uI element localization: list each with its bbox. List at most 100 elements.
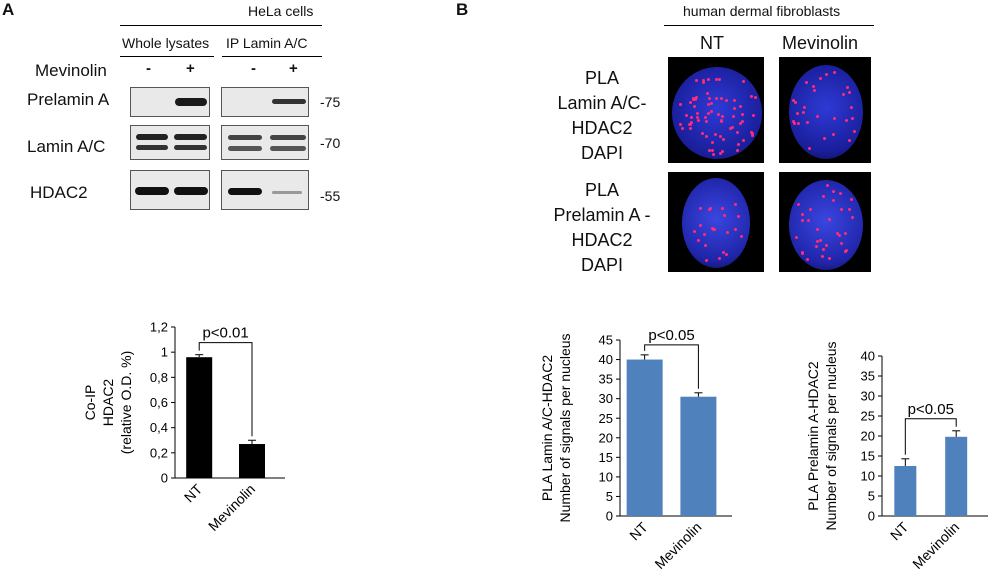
band bbox=[175, 98, 207, 106]
y-axis-label: Number of signals per nucleus bbox=[557, 333, 573, 522]
pla-signal-dot bbox=[679, 103, 683, 107]
pla-signal-dot bbox=[821, 248, 825, 252]
pla-signal-dot bbox=[717, 257, 721, 261]
pla-signal-dot bbox=[832, 116, 836, 120]
pla-signal-dot bbox=[853, 129, 857, 133]
blot-hdac2-whole bbox=[130, 170, 210, 210]
bar bbox=[186, 357, 213, 478]
ip-lamin-underline bbox=[222, 56, 322, 57]
ip-lamin-label: IP Lamin A/C bbox=[226, 35, 308, 51]
co-ip-bar-chart: 0 0,2 0,4 0,6 0,8 1 1,2 Co-IP HDAC2 (relative O.D… bbox=[82, 320, 285, 534]
y-tick-label: 0,8 bbox=[150, 370, 168, 385]
y-tick-label: 10 bbox=[861, 469, 875, 484]
pla-signal-dot bbox=[689, 101, 693, 105]
pla-signal-dot bbox=[803, 106, 807, 110]
blot-prelamin-ip bbox=[221, 87, 309, 117]
pla-signal-dot bbox=[736, 131, 740, 135]
pla-signal-dot bbox=[828, 256, 832, 260]
pla-signal-dot bbox=[841, 92, 845, 96]
pla-signal-dot bbox=[816, 115, 820, 119]
p-value-label: p<0.05 bbox=[648, 327, 694, 344]
pla-signal-dot bbox=[702, 81, 705, 85]
pla-signal-dot bbox=[696, 115, 700, 119]
band bbox=[136, 145, 168, 150]
pla-signal-dot bbox=[805, 257, 809, 261]
pla-prelamin-bar-chart: 0 5 10 15 20 25 30 35 40 PLA Prelamin A-HDAC2 Numb… bbox=[805, 341, 988, 572]
pla-signal-dot bbox=[689, 127, 693, 131]
y-tick-label: 40 bbox=[599, 352, 613, 367]
pla-signal-dot bbox=[738, 105, 742, 109]
y-tick-label: 35 bbox=[599, 372, 613, 387]
cell-line-underline bbox=[120, 25, 322, 26]
pla-signal-dot bbox=[801, 251, 805, 255]
pla-signal-dot bbox=[792, 98, 796, 102]
whole-lysates-underline bbox=[120, 56, 214, 57]
pla-signal-dot bbox=[705, 92, 709, 96]
pla-signal-dot bbox=[712, 228, 716, 231]
pla-signal-dot bbox=[848, 91, 852, 95]
band bbox=[272, 191, 302, 194]
pla-signal-dot bbox=[733, 106, 737, 110]
lane-sign: + bbox=[289, 60, 298, 77]
row-label-lamin: Lamin A/C bbox=[27, 137, 106, 156]
pla-signal-dot bbox=[691, 96, 695, 100]
mw-marker: -70 bbox=[320, 135, 341, 151]
pla-signal-dot bbox=[794, 235, 798, 239]
pla-signal-dot bbox=[708, 97, 712, 101]
y-tick-label: 15 bbox=[861, 449, 875, 464]
pla-signal-dot bbox=[822, 136, 826, 140]
pla-signal-dot bbox=[848, 208, 852, 212]
pla-signal-dot bbox=[689, 115, 693, 119]
pla-signal-dot bbox=[678, 122, 682, 126]
pla-signal-dot bbox=[844, 119, 848, 123]
pla-signal-dot bbox=[704, 119, 708, 123]
nucleus bbox=[789, 65, 863, 159]
pla-signal-dot bbox=[723, 214, 727, 218]
col-mevinolin-label: Mevinolin bbox=[782, 33, 859, 53]
band bbox=[174, 134, 207, 140]
y-tick-label: 45 bbox=[599, 333, 613, 348]
pla-signal-dot bbox=[721, 137, 725, 141]
pla-signal-dot bbox=[722, 250, 725, 254]
pla-signal-dot bbox=[738, 121, 742, 125]
pla-signal-dot bbox=[796, 111, 800, 115]
pla-signal-dot bbox=[844, 231, 848, 235]
cell-type-underline bbox=[664, 25, 874, 26]
pla-signal-dot bbox=[692, 230, 696, 234]
pla-signal-dot bbox=[740, 113, 744, 117]
pla-lamin-bar-chart: 0 5 10 15 20 25 30 35 40 45 PLA Lamin A/C-HDAC2 Num… bbox=[539, 327, 732, 572]
pla-signal-dot bbox=[815, 244, 819, 248]
nucleus bbox=[672, 67, 762, 159]
pla-signal-dot bbox=[709, 102, 713, 106]
pla-signal-dot bbox=[680, 126, 684, 130]
pla-signal-dot bbox=[693, 104, 697, 108]
y-tick-label: 0,4 bbox=[150, 420, 168, 435]
pla-signal-dot bbox=[807, 218, 811, 222]
pla-signal-dot bbox=[704, 259, 708, 263]
cell-type-label: human dermal fibroblasts bbox=[683, 3, 841, 19]
y-axis-label: PLA Lamin A/C-HDAC2 bbox=[539, 355, 555, 501]
pla-signal-dot bbox=[835, 232, 839, 236]
pla-signal-dot bbox=[719, 119, 723, 123]
pla-signal-dot bbox=[751, 113, 755, 117]
pla-signal-dot bbox=[701, 132, 705, 136]
pla-signal-dot bbox=[840, 208, 844, 212]
row1-label-line: DAPI bbox=[580, 143, 623, 163]
pla-signal-dot bbox=[832, 132, 836, 136]
pla-signal-dot bbox=[793, 100, 797, 104]
pla-signal-dot bbox=[819, 238, 823, 242]
pla-signal-dot bbox=[802, 110, 806, 114]
pla-signal-dot bbox=[708, 208, 712, 212]
row-label-prelamin: Prelamin A bbox=[27, 90, 110, 109]
pla-signal-dot bbox=[807, 146, 811, 150]
pla-signal-dot bbox=[689, 120, 693, 124]
panel-b-letter: B bbox=[456, 0, 469, 19]
y-tick-label: 20 bbox=[861, 429, 875, 444]
pla-signal-dot bbox=[820, 255, 824, 259]
band bbox=[228, 146, 262, 151]
pla-signal-dot bbox=[719, 96, 723, 100]
pla-signal-dot bbox=[699, 223, 703, 227]
pla-signal-dot bbox=[825, 72, 829, 76]
y-tick-label: 20 bbox=[599, 430, 613, 445]
pla-signal-dot bbox=[725, 230, 729, 234]
